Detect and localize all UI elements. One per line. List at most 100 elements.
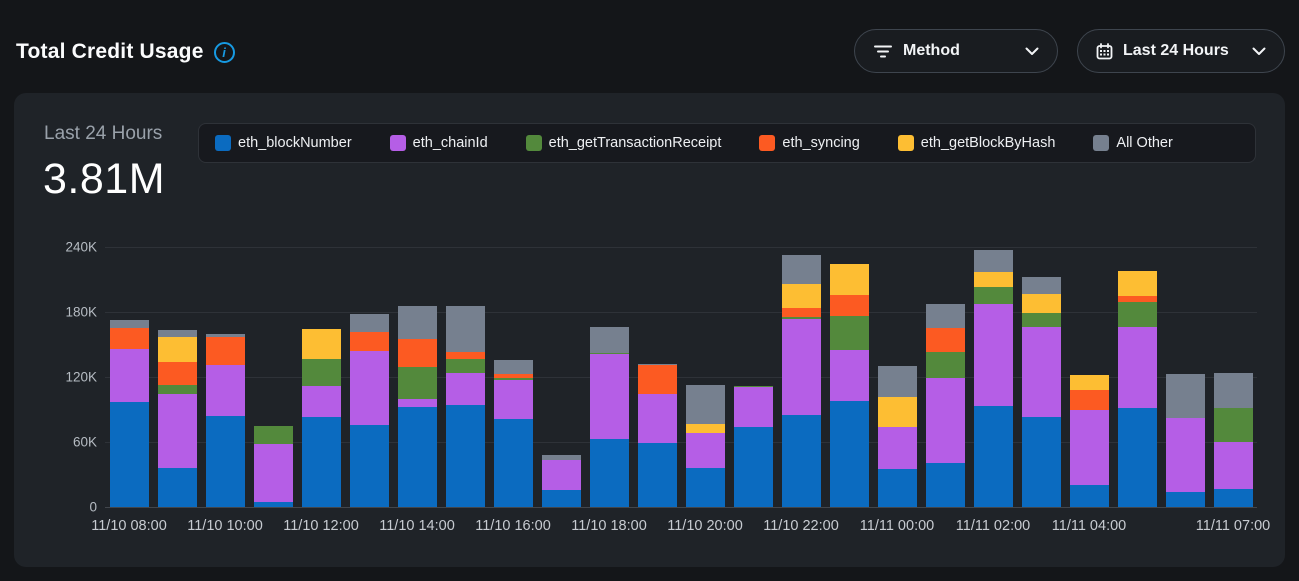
bar-segment[interactable]	[1117, 408, 1157, 507]
bar-segment[interactable]	[1117, 295, 1157, 303]
bar-segment[interactable]	[1021, 277, 1061, 294]
bar-segment[interactable]	[1021, 327, 1061, 418]
bar-segment[interactable]	[829, 294, 869, 317]
bar-segment[interactable]	[637, 394, 677, 444]
bar-segment[interactable]	[349, 424, 389, 507]
bar-segment[interactable]	[397, 407, 437, 507]
bar-segment[interactable]	[1021, 313, 1061, 328]
bar-segment[interactable]	[493, 373, 533, 379]
bar-segment[interactable]	[205, 333, 245, 337]
stacked-bar[interactable]	[157, 330, 197, 507]
bar-segment[interactable]	[493, 378, 533, 381]
legend-item[interactable]: eth_blockNumber	[215, 135, 352, 151]
bar-segment[interactable]	[1117, 270, 1157, 296]
stacked-bar[interactable]	[781, 254, 821, 507]
stacked-bar[interactable]	[925, 304, 965, 507]
bar-segment[interactable]	[637, 443, 677, 507]
bar-segment[interactable]	[1069, 390, 1109, 410]
bar-segment[interactable]	[1117, 302, 1157, 328]
bar-segment[interactable]	[1021, 417, 1061, 507]
bar-segment[interactable]	[829, 264, 869, 295]
bar-segment[interactable]	[589, 354, 629, 439]
stacked-bar[interactable]	[685, 384, 725, 507]
time-range-button[interactable]: Last 24 Hours	[1077, 29, 1285, 73]
bar-segment[interactable]	[685, 468, 725, 507]
bar-segment[interactable]	[637, 364, 677, 366]
bar-segment[interactable]	[973, 271, 1013, 288]
bar-segment[interactable]	[349, 331, 389, 352]
bar-segment[interactable]	[301, 417, 341, 507]
stacked-bar[interactable]	[589, 327, 629, 507]
bar-segment[interactable]	[1213, 372, 1253, 409]
bar-segment[interactable]	[781, 307, 821, 318]
bar-segment[interactable]	[589, 353, 629, 355]
bar-segment[interactable]	[157, 394, 197, 468]
bar-segment[interactable]	[109, 319, 149, 329]
legend-item[interactable]: eth_chainId	[389, 135, 488, 151]
bar-segment[interactable]	[973, 287, 1013, 305]
bar-segment[interactable]	[397, 339, 437, 368]
bar-segment[interactable]	[1021, 293, 1061, 314]
bar-segment[interactable]	[1165, 491, 1205, 507]
bar-segment[interactable]	[685, 384, 725, 424]
bar-segment[interactable]	[445, 405, 485, 507]
bar-segment[interactable]	[157, 336, 197, 362]
bar-segment[interactable]	[925, 462, 965, 507]
bar-segment[interactable]	[589, 438, 629, 507]
bar-segment[interactable]	[493, 419, 533, 507]
bar-segment[interactable]	[109, 401, 149, 507]
bar-segment[interactable]	[1069, 485, 1109, 507]
bar-segment[interactable]	[253, 425, 293, 445]
stacked-bar[interactable]	[253, 425, 293, 507]
bar-segment[interactable]	[973, 250, 1013, 272]
legend-item[interactable]: eth_getBlockByHash	[897, 135, 1055, 151]
bar-segment[interactable]	[733, 426, 773, 507]
bar-segment[interactable]	[397, 305, 437, 340]
bar-segment[interactable]	[445, 352, 485, 359]
bar-segment[interactable]	[973, 304, 1013, 407]
bar-segment[interactable]	[829, 316, 869, 350]
bar-segment[interactable]	[541, 460, 581, 490]
bar-segment[interactable]	[877, 366, 917, 397]
stacked-bar[interactable]	[1213, 372, 1253, 507]
bar-segment[interactable]	[829, 349, 869, 401]
bar-segment[interactable]	[781, 254, 821, 284]
bar-segment[interactable]	[781, 317, 821, 319]
stacked-bar[interactable]	[1117, 270, 1157, 507]
bar-segment[interactable]	[733, 385, 773, 387]
bar-segment[interactable]	[205, 336, 245, 366]
bar-segment[interactable]	[1165, 418, 1205, 492]
bar-segment[interactable]	[829, 400, 869, 507]
bar-segment[interactable]	[109, 348, 149, 402]
bar-segment[interactable]	[685, 433, 725, 468]
legend-item[interactable]: eth_getTransactionReceipt	[525, 135, 721, 151]
bar-segment[interactable]	[1213, 408, 1253, 443]
bar-segment[interactable]	[589, 327, 629, 354]
bar-segment[interactable]	[781, 318, 821, 415]
stacked-bar[interactable]	[1021, 277, 1061, 507]
bar-segment[interactable]	[541, 455, 581, 461]
stacked-bar[interactable]	[301, 329, 341, 507]
bar-segment[interactable]	[733, 386, 773, 427]
bar-segment[interactable]	[205, 365, 245, 416]
bar-segment[interactable]	[445, 358, 485, 373]
bar-segment[interactable]	[1213, 442, 1253, 489]
bar-segment[interactable]	[157, 468, 197, 507]
bar-segment[interactable]	[445, 372, 485, 406]
stacked-bar[interactable]	[1069, 374, 1109, 507]
bar-segment[interactable]	[877, 396, 917, 427]
bar-segment[interactable]	[157, 361, 197, 385]
stacked-bar[interactable]	[973, 250, 1013, 507]
bar-segment[interactable]	[205, 416, 245, 507]
bar-segment[interactable]	[925, 304, 965, 329]
bar-segment[interactable]	[253, 501, 293, 507]
stacked-bar[interactable]	[733, 385, 773, 507]
bar-segment[interactable]	[349, 314, 389, 332]
bar-segment[interactable]	[781, 283, 821, 308]
bar-segment[interactable]	[493, 359, 533, 374]
bar-segment[interactable]	[397, 398, 437, 408]
bar-segment[interactable]	[685, 423, 725, 434]
bar-segment[interactable]	[157, 384, 197, 395]
bar-segment[interactable]	[397, 367, 437, 399]
bar-segment[interactable]	[349, 351, 389, 425]
